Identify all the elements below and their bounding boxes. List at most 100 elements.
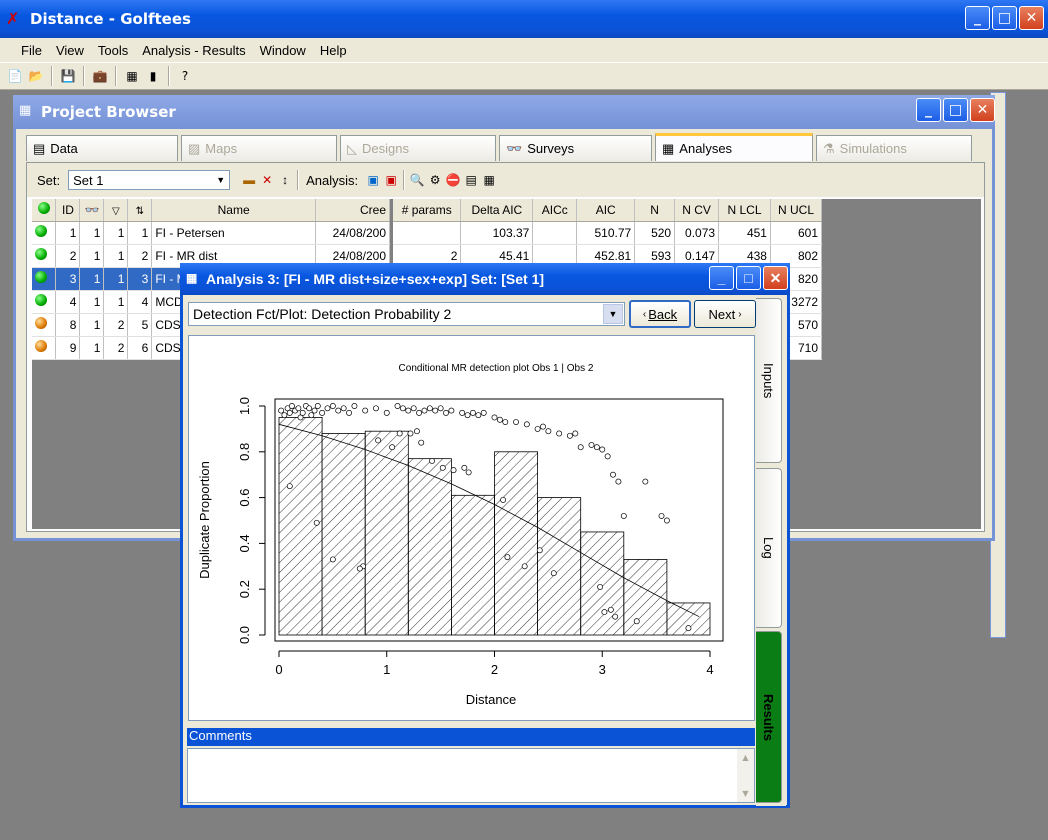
- binoculars-col-header[interactable]: 👓: [79, 199, 105, 222]
- table-row[interactable]: 103.37 510.77 520 0.073 451 601: [393, 221, 823, 245]
- table-row[interactable]: 2 1 1 2 FI - MR dist 24/08/200: [32, 244, 391, 268]
- delta-aic-col-header[interactable]: Delta AIC: [460, 199, 534, 222]
- project-browser-icon[interactable]: ▦: [126, 69, 138, 83]
- y-axis-label: Duplicate Proportion: [197, 461, 212, 579]
- data-point: [588, 441, 595, 448]
- id-cell: 2: [55, 244, 81, 268]
- model-col-header[interactable]: ▽: [103, 199, 129, 222]
- log-icon[interactable]: ▮: [149, 69, 157, 83]
- aicc-col-header[interactable]: AICc: [532, 199, 578, 222]
- analysis-table-icon[interactable]: ▦: [483, 173, 495, 187]
- browser-close-icon[interactable]: ✕: [970, 98, 995, 122]
- side-tab-inputs[interactable]: Inputs: [756, 298, 782, 463]
- data-point: [599, 446, 606, 453]
- data-point: [413, 428, 420, 435]
- created-col-header[interactable]: Cree: [315, 199, 391, 222]
- open-folder-icon[interactable]: 📂: [28, 69, 44, 83]
- params-col-header[interactable]: # params: [393, 199, 462, 222]
- delete-analysis-icon[interactable]: ▣: [385, 173, 397, 187]
- comments-label: Comments: [189, 728, 252, 743]
- data-point: [572, 430, 579, 437]
- name-col-header[interactable]: Name: [151, 199, 316, 222]
- histogram-bar: [537, 497, 582, 636]
- new-project-icon[interactable]: 📄: [7, 69, 23, 83]
- tab-analyses[interactable]: ▦ Analyses: [655, 133, 813, 161]
- sort-col-header[interactable]: ⇅: [127, 199, 153, 222]
- side-tab-results[interactable]: Results: [756, 631, 782, 803]
- comments-label-bar: Comments: [187, 728, 755, 746]
- ncv-cell: 0.073: [674, 221, 720, 245]
- x-axis-label: Distance: [466, 692, 517, 707]
- menu-analysis-results[interactable]: Analysis - Results: [142, 42, 246, 58]
- table-row[interactable]: 2 45.41 452.81 593 0.147 438 802: [393, 244, 823, 268]
- nucl-col-header[interactable]: N UCL: [770, 199, 823, 222]
- n-col-header[interactable]: N: [634, 199, 676, 222]
- data-point: [286, 409, 293, 416]
- analysis-close-icon[interactable]: ✕: [763, 266, 788, 290]
- browser-maximize-icon[interactable]: □: [943, 98, 968, 122]
- close-icon[interactable]: ✕: [1019, 6, 1044, 30]
- table-row[interactable]: 1 1 1 1 FI - Petersen 24/08/200: [32, 221, 391, 245]
- dropdown-chevron-icon[interactable]: ▼: [603, 304, 623, 324]
- data-point: [521, 563, 528, 570]
- analysis-components-icon[interactable]: ▤: [465, 173, 477, 187]
- nlcl-col-header[interactable]: N LCL: [718, 199, 771, 222]
- menu-view[interactable]: View: [55, 42, 84, 58]
- menu-file[interactable]: File: [21, 42, 42, 58]
- stop-icon[interactable]: ⛔: [445, 173, 461, 187]
- aic-col-header[interactable]: AIC: [576, 199, 636, 222]
- tab-designs[interactable]: ◺ Designs: [340, 135, 496, 161]
- data-point: [502, 419, 509, 425]
- tab-maps[interactable]: ▨ Maps: [181, 135, 337, 161]
- binoculars-cell: 1: [79, 336, 105, 360]
- data-point: [335, 407, 342, 414]
- status-icon: [35, 271, 47, 283]
- analysis-title-bar[interactable]: ▦ Analysis 3: [FI - MR dist+size+sex+exp…: [180, 263, 790, 295]
- comments-scrollbar[interactable]: ▲ ▼: [737, 749, 754, 802]
- binoculars-cell: 1: [79, 244, 105, 268]
- set-toolbar: Set: Set 1 ▼ ▬ ✕ ↕ Analysis: ▣ ▣ 🔍 ⚙ ⛔ ▤ …: [27, 163, 984, 197]
- maximize-icon[interactable]: □: [992, 6, 1017, 30]
- comments-textarea[interactable]: ▲ ▼: [187, 748, 755, 803]
- data-point: [523, 421, 530, 428]
- save-icon[interactable]: 💾: [60, 69, 76, 83]
- back-button[interactable]: ‹ Back: [629, 300, 691, 328]
- y-tick-label: 0.2: [237, 580, 252, 598]
- data-point: [491, 414, 498, 421]
- data-point: [346, 409, 352, 416]
- new-analysis-icon[interactable]: ▣: [367, 173, 379, 187]
- analysis-details-icon[interactable]: 🔍: [409, 173, 425, 187]
- ncv-col-header[interactable]: N CV: [674, 199, 720, 222]
- scroll-up-icon[interactable]: ▲: [742, 753, 749, 762]
- main-title-bar[interactable]: ✗ Distance - Golftees _ □ ✕: [0, 0, 1048, 38]
- add-set-icon[interactable]: ▬: [243, 173, 256, 187]
- menu-window[interactable]: Window: [259, 42, 306, 58]
- set-dropdown[interactable]: Set 1 ▼: [68, 170, 231, 190]
- status-col-header[interactable]: [32, 199, 57, 222]
- id-col-header[interactable]: ID: [55, 199, 81, 222]
- run-analysis-icon[interactable]: ⚙: [429, 173, 441, 187]
- scroll-down-icon[interactable]: ▼: [742, 789, 749, 798]
- analysis-minimize-icon[interactable]: _: [709, 266, 734, 290]
- browser-minimize-icon[interactable]: _: [916, 98, 941, 122]
- menu-tools[interactable]: Tools: [97, 42, 129, 58]
- tab-data[interactable]: ▤ Data: [26, 135, 178, 161]
- briefcase-icon[interactable]: 💼: [92, 69, 108, 83]
- move-set-icon[interactable]: ↕: [282, 173, 289, 187]
- analysis-maximize-icon[interactable]: □: [736, 266, 761, 290]
- next-button[interactable]: Next ›: [694, 300, 756, 328]
- sort-cell: 2: [127, 244, 153, 268]
- tab-surveys[interactable]: 👓 Surveys: [499, 135, 652, 161]
- delete-set-icon[interactable]: ✕: [262, 173, 273, 187]
- maps-icon: ▨: [188, 140, 201, 156]
- analysis-label: Analysis:: [306, 172, 359, 188]
- minimize-icon[interactable]: _: [965, 6, 990, 30]
- help-cursor-icon[interactable]: ?: [181, 69, 189, 83]
- data-point: [407, 430, 414, 437]
- status-header-icon: [37, 202, 50, 215]
- project-browser-title-bar[interactable]: ▦ Project Browser _ □ ✕: [13, 95, 995, 129]
- menu-help[interactable]: Help: [319, 42, 347, 58]
- results-page-dropdown[interactable]: Detection Fct/Plot: Detection Probabilit…: [188, 302, 625, 326]
- tab-simulations[interactable]: ⚗ Simulations: [816, 135, 972, 161]
- side-tab-log[interactable]: Log: [756, 468, 782, 628]
